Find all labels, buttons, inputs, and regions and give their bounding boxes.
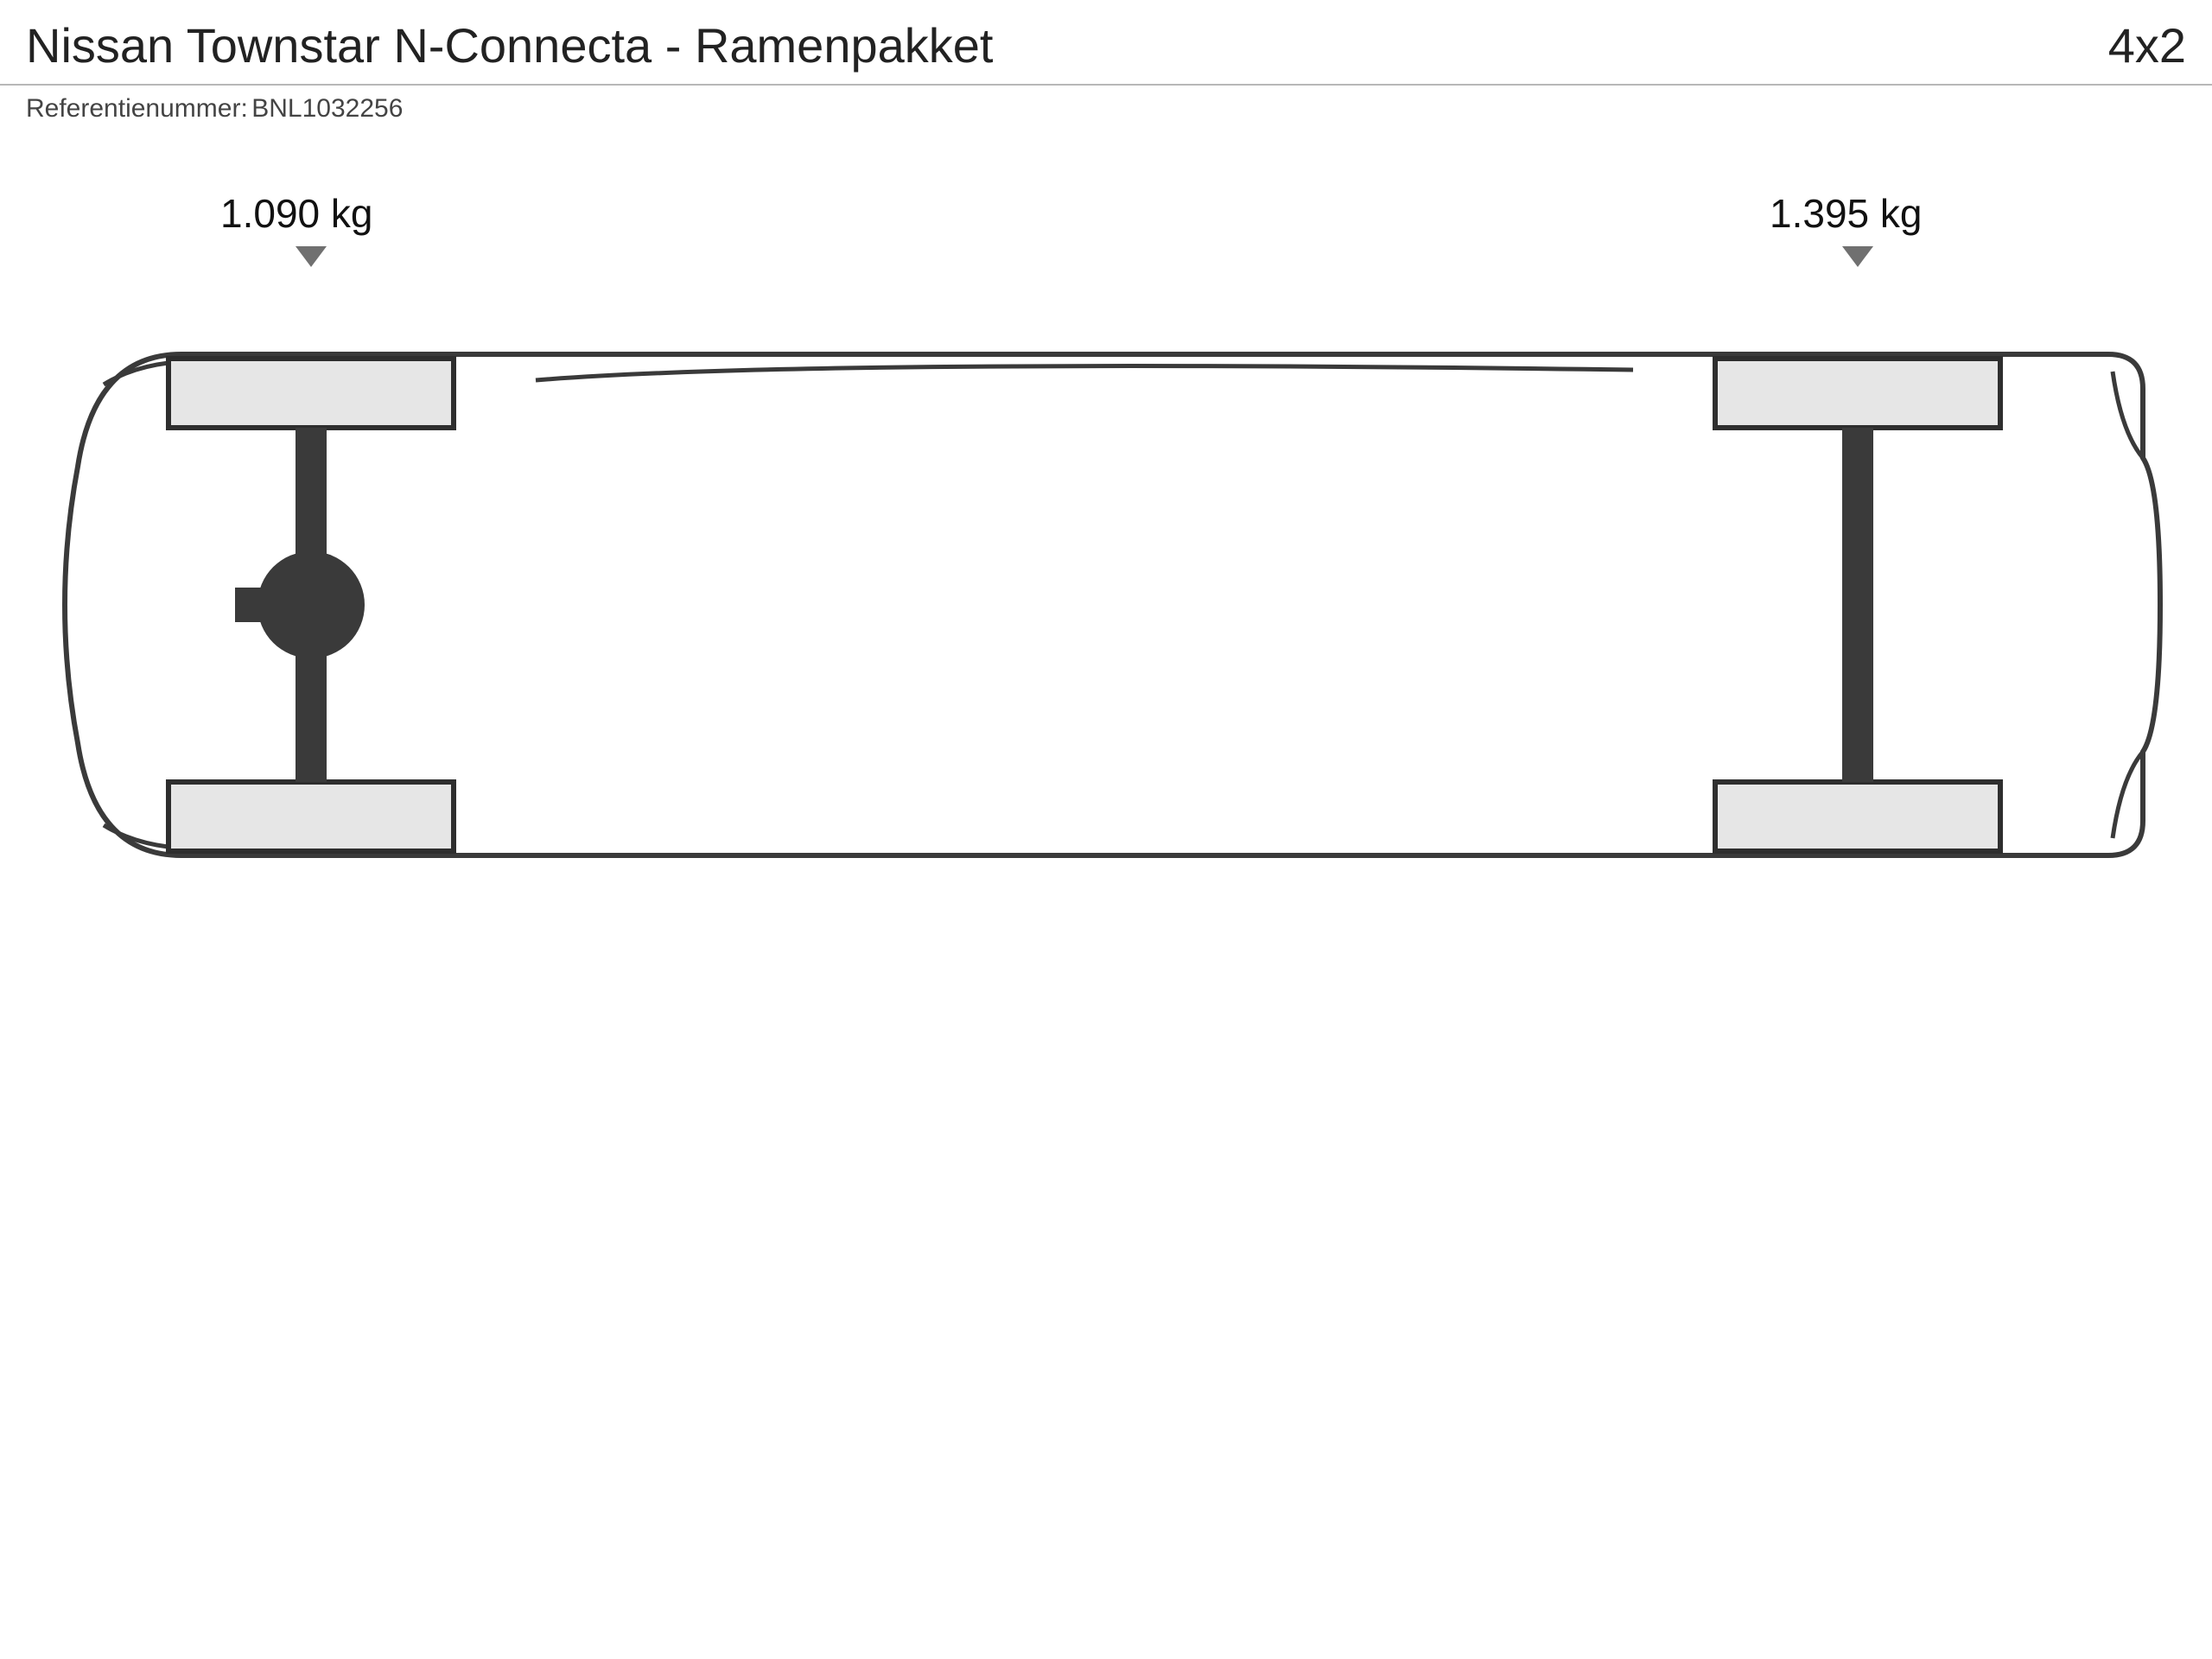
page-title: Nissan Townstar N-Connecta - Ramenpakket [26, 17, 993, 73]
front-wheel-top [168, 359, 454, 428]
front-axle-load-label: 1.090 kg [220, 190, 372, 237]
front-diff-notch [235, 588, 270, 622]
axle-load-diagram: 1.090 kg 1.395 kg [43, 259, 2169, 950]
header-bar: Nissan Townstar N-Connecta - Ramenpakket… [0, 0, 2212, 86]
drive-config: 4x2 [2108, 17, 2186, 73]
rear-curve-bottom [2113, 752, 2143, 838]
reference-value: BNL1032256 [251, 94, 403, 123]
reference-line: Referentienummer: BNL1032256 [0, 86, 2212, 124]
front-wheel-bottom [168, 782, 454, 851]
rear-wheel-top [1715, 359, 2000, 428]
reference-label: Referentienummer: [26, 94, 248, 123]
rear-wheel-bottom [1715, 782, 2000, 851]
rear-curve-top [2113, 372, 2143, 458]
vehicle-schematic [43, 259, 2169, 950]
front-axle-arrow-icon [296, 246, 327, 267]
hood-line [536, 366, 1633, 380]
rear-axle-shaft [1842, 428, 1873, 782]
front-diff-hub [257, 551, 365, 658]
rear-axle-load-label: 1.395 kg [1770, 190, 1922, 237]
rear-axle-arrow-icon [1842, 246, 1873, 267]
